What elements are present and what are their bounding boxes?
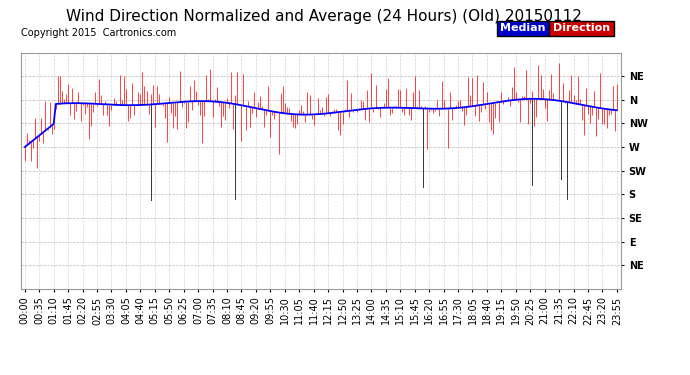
Text: Median: Median: [500, 23, 545, 33]
Text: Wind Direction Normalized and Average (24 Hours) (Old) 20150112: Wind Direction Normalized and Average (2…: [66, 9, 582, 24]
Text: Copyright 2015  Cartronics.com: Copyright 2015 Cartronics.com: [21, 28, 176, 38]
Text: Direction: Direction: [553, 23, 610, 33]
